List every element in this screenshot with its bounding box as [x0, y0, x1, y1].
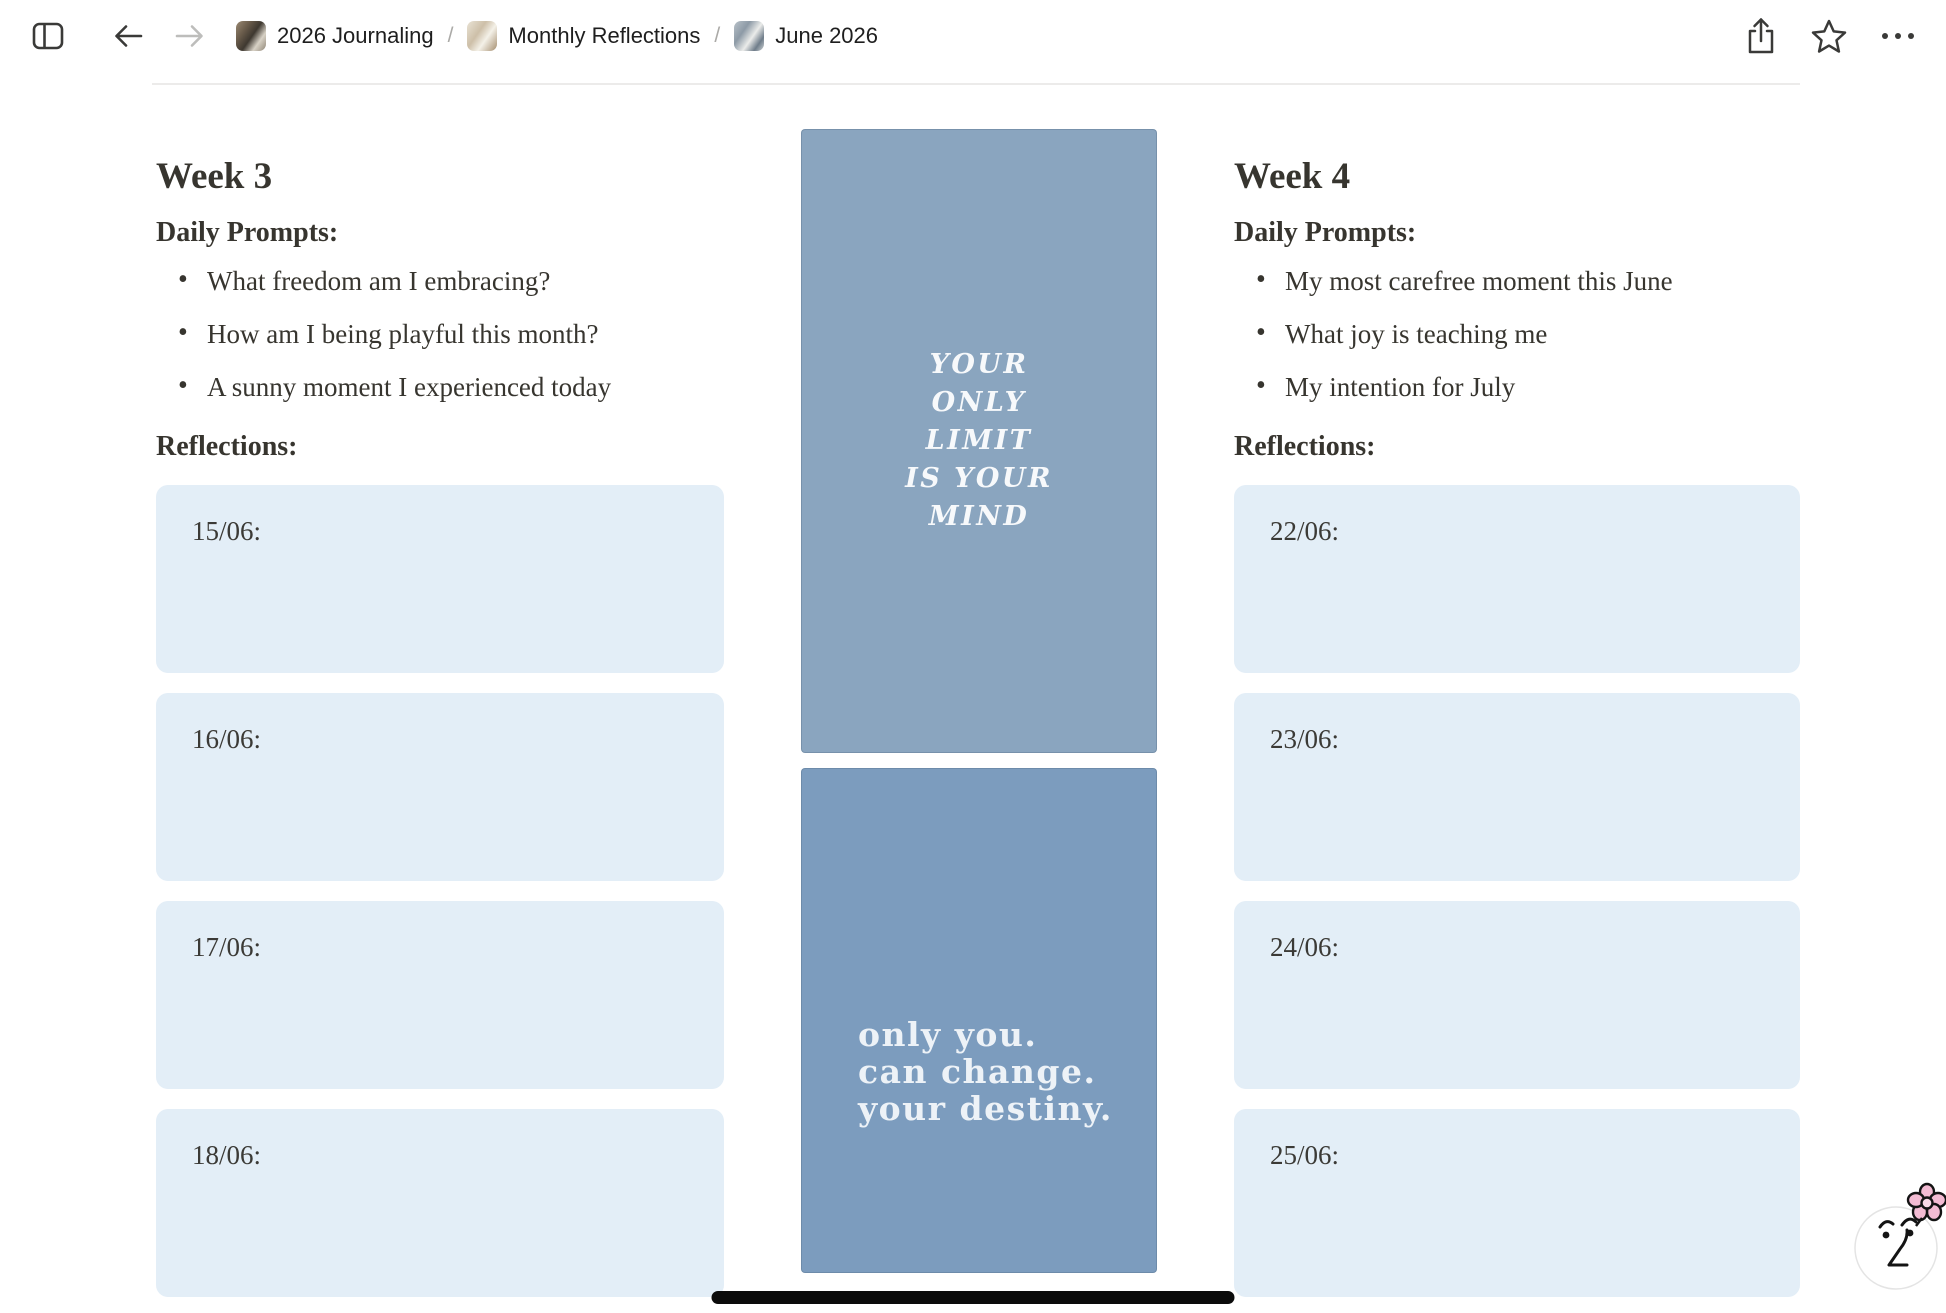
prompt-item: What joy is teaching me: [1234, 315, 1800, 352]
daily-prompts-list: My most carefree moment this June What j…: [1234, 262, 1800, 405]
daily-prompts-label: Daily Prompts:: [156, 217, 339, 248]
entry-date-label: 22/06:: [1270, 516, 1340, 546]
face-circle: [1854, 1206, 1938, 1290]
flower-icon: [1906, 1182, 1946, 1227]
quote-image-bottom[interactable]: only you. can change. your destiny.: [801, 768, 1157, 1273]
entry-date-label: 25/06:: [1270, 1140, 1340, 1170]
back-arrow-icon[interactable]: [108, 16, 148, 56]
header-divider: [152, 83, 1800, 85]
week-3-column: Week 3 Daily Prompts: What freedom am I …: [156, 129, 724, 1297]
reflection-entry-18-06[interactable]: 18/06:: [156, 1109, 724, 1297]
page-thumbnail: [236, 21, 266, 51]
quote-text-top: YOUR ONLY LIMIT IS YOUR MIND: [905, 349, 1053, 532]
prompt-item: My intention for July: [1234, 368, 1800, 405]
quote-column: YOUR ONLY LIMIT IS YOUR MIND only you. c…: [801, 129, 1157, 1297]
daily-prompts-label: Daily Prompts:: [1234, 217, 1417, 248]
ellipsis-icon[interactable]: [1880, 30, 1916, 42]
sidebar-toggle-icon[interactable]: [28, 16, 68, 56]
reflection-entry-22-06[interactable]: 22/06:: [1234, 485, 1800, 673]
entry-date-label: 16/06:: [192, 724, 262, 754]
breadcrumb-item-monthly-reflections[interactable]: Monthly Reflections: [467, 21, 700, 51]
reflection-entry-16-06[interactable]: 16/06:: [156, 693, 724, 881]
quote-text-bottom: only you. can change. your destiny.: [858, 1015, 1113, 1128]
share-icon[interactable]: [1744, 16, 1778, 56]
top-bar: 2026 Journaling / Monthly Reflections / …: [0, 0, 1946, 72]
breadcrumb-label: 2026 Journaling: [277, 23, 434, 48]
daily-prompts-list: What freedom am I embracing? How am I be…: [156, 262, 724, 405]
reflection-entry-17-06[interactable]: 17/06:: [156, 901, 724, 1089]
page-thumbnail: [467, 21, 498, 51]
breadcrumb-label: Monthly Reflections: [508, 23, 701, 48]
home-indicator-bar[interactable]: [711, 1291, 1235, 1304]
reflection-entry-15-06[interactable]: 15/06:: [156, 485, 724, 673]
reflection-entry-25-06[interactable]: 25/06:: [1234, 1109, 1800, 1297]
assistant-face-button[interactable]: [1850, 1180, 1946, 1296]
week-4-column: Week 4 Daily Prompts: My most carefree m…: [1234, 129, 1800, 1297]
reflections-label: Reflections:: [156, 431, 298, 462]
reflections-label: Reflections:: [1234, 431, 1376, 462]
breadcrumb-label: June 2026: [775, 23, 879, 48]
entry-date-label: 17/06:: [192, 932, 262, 962]
breadcrumb-item-2026-journaling[interactable]: 2026 Journaling: [236, 21, 434, 51]
breadcrumb-separator: /: [714, 24, 721, 47]
breadcrumb: 2026 Journaling / Monthly Reflections / …: [236, 21, 878, 51]
week-4-title: Week 4: [1234, 156, 1351, 197]
prompt-item: How am I being playful this month?: [156, 315, 724, 352]
entry-date-label: 18/06:: [192, 1140, 262, 1170]
breadcrumb-separator: /: [447, 24, 454, 47]
reflection-entry-24-06[interactable]: 24/06:: [1234, 901, 1800, 1089]
prompt-item: My most carefree moment this June: [1234, 262, 1800, 299]
quote-image-top[interactable]: YOUR ONLY LIMIT IS YOUR MIND: [801, 129, 1157, 753]
breadcrumb-item-june-2026[interactable]: June 2026: [734, 21, 878, 51]
star-icon[interactable]: [1810, 18, 1848, 54]
entry-date-label: 23/06:: [1270, 724, 1340, 754]
entry-date-label: 24/06:: [1270, 932, 1340, 962]
prompt-item: What freedom am I embracing?: [156, 262, 724, 299]
page-content: Week 3 Daily Prompts: What freedom am I …: [156, 129, 1800, 1297]
week-3-title: Week 3: [156, 156, 273, 197]
page-thumbnail: [734, 21, 765, 51]
prompt-item: A sunny moment I experienced today: [156, 368, 724, 405]
forward-arrow-icon[interactable]: [170, 16, 210, 56]
entry-date-label: 15/06:: [192, 516, 262, 546]
reflection-entry-23-06[interactable]: 23/06:: [1234, 693, 1800, 881]
